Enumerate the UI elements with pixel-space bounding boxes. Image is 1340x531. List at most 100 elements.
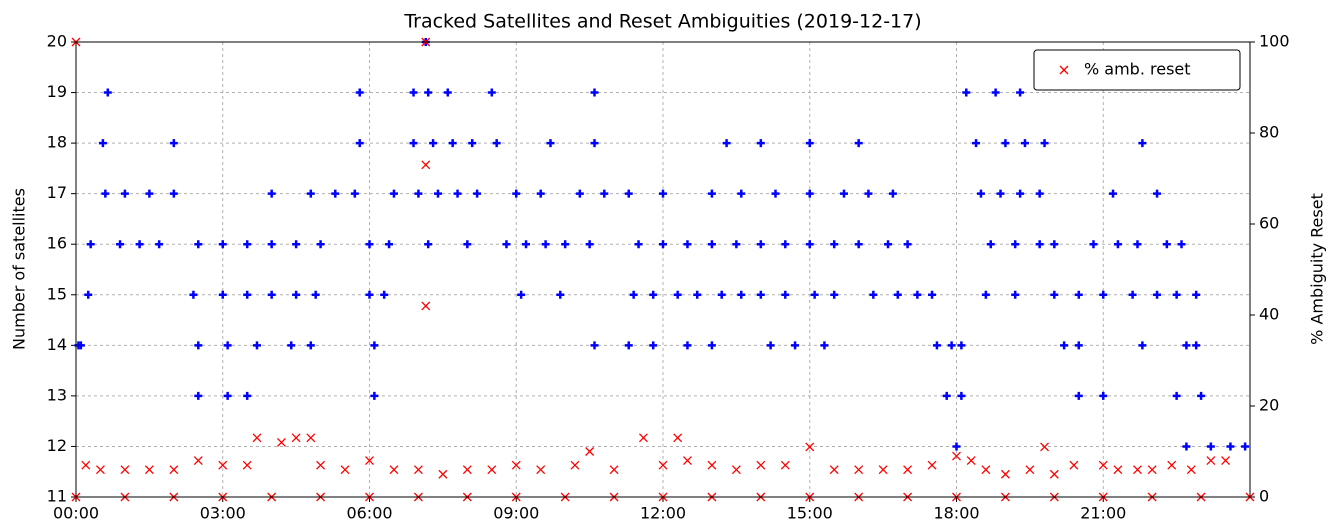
- point: [365, 240, 374, 249]
- point: [820, 341, 829, 350]
- point: [517, 290, 526, 299]
- point: [370, 391, 379, 400]
- point: [781, 290, 790, 299]
- point: [370, 341, 379, 350]
- point: [893, 290, 902, 299]
- y-tick-label: 11: [47, 487, 67, 506]
- point: [218, 460, 228, 470]
- point: [1133, 240, 1142, 249]
- point: [380, 290, 389, 299]
- point: [942, 391, 951, 400]
- point: [421, 160, 431, 170]
- point: [561, 240, 570, 249]
- y-tick-label: 17: [47, 183, 67, 202]
- point: [717, 290, 726, 299]
- point: [1098, 460, 1108, 470]
- point: [805, 240, 814, 249]
- point: [413, 465, 423, 475]
- point: [169, 139, 178, 148]
- point: [120, 465, 130, 475]
- point: [1016, 88, 1025, 97]
- point: [267, 290, 276, 299]
- point: [1113, 240, 1122, 249]
- legend-box: [1033, 49, 1241, 91]
- point: [737, 290, 746, 299]
- point: [223, 391, 232, 400]
- point: [972, 139, 981, 148]
- point: [116, 240, 125, 249]
- point: [1172, 290, 1181, 299]
- point: [1177, 240, 1186, 249]
- point: [854, 465, 864, 475]
- point: [682, 456, 692, 466]
- x-tick-label: 21:00: [1080, 504, 1126, 523]
- point: [1099, 391, 1108, 400]
- point: [756, 240, 765, 249]
- point: [839, 189, 848, 198]
- point: [1025, 465, 1035, 475]
- point: [884, 240, 893, 249]
- point: [355, 139, 364, 148]
- point: [707, 189, 716, 198]
- y-tick-label: 13: [47, 385, 67, 404]
- y-axis-label: Number of satellites: [10, 188, 29, 350]
- point: [928, 290, 937, 299]
- point: [355, 88, 364, 97]
- point: [590, 88, 599, 97]
- y-tick-label: 18: [47, 133, 67, 152]
- x-tick-label: 00:00: [53, 504, 99, 523]
- point: [1011, 240, 1020, 249]
- point: [991, 88, 1000, 97]
- point: [487, 465, 497, 475]
- point: [590, 341, 599, 350]
- y-tick-label: 19: [47, 82, 67, 101]
- point: [424, 88, 433, 97]
- point: [120, 189, 129, 198]
- point: [502, 240, 511, 249]
- point: [429, 139, 438, 148]
- point: [609, 465, 619, 475]
- point: [732, 240, 741, 249]
- point: [365, 290, 374, 299]
- point: [316, 460, 326, 470]
- point: [1221, 456, 1230, 466]
- point: [854, 240, 863, 249]
- point: [952, 442, 961, 451]
- point: [1192, 341, 1201, 350]
- point: [331, 189, 340, 198]
- point: [1172, 391, 1181, 400]
- point: [1069, 460, 1079, 470]
- point: [771, 189, 780, 198]
- point: [84, 290, 93, 299]
- point: [101, 189, 110, 198]
- point: [385, 240, 394, 249]
- y-tick-label: 12: [47, 436, 67, 455]
- point: [932, 341, 941, 350]
- point: [1153, 189, 1162, 198]
- plot-frame: [75, 41, 1251, 498]
- point: [243, 240, 252, 249]
- point: [1001, 139, 1010, 148]
- x-tick-label: 15:00: [787, 504, 833, 523]
- point: [1050, 240, 1059, 249]
- point: [135, 240, 144, 249]
- point: [756, 139, 765, 148]
- point: [306, 341, 315, 350]
- point: [707, 341, 716, 350]
- point: [957, 391, 966, 400]
- point: [194, 341, 203, 350]
- point: [693, 290, 702, 299]
- point: [306, 433, 316, 443]
- point: [624, 341, 633, 350]
- point: [966, 456, 976, 466]
- point: [424, 240, 433, 249]
- legend-label: % amb. reset: [1084, 60, 1191, 79]
- point: [659, 240, 667, 249]
- point: [1128, 290, 1137, 299]
- point: [448, 139, 457, 148]
- point: [1241, 442, 1250, 451]
- point: [438, 469, 448, 479]
- point: [541, 240, 550, 249]
- point: [1089, 240, 1098, 249]
